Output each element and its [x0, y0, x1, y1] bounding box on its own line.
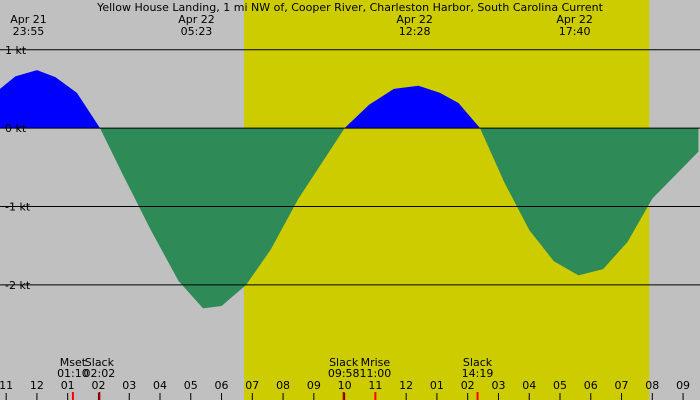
- chart-title: Yellow House Landing, 1 mi NW of, Cooper…: [96, 1, 603, 14]
- peak-time: 05:23: [181, 25, 213, 38]
- x-tick-label: 02: [461, 379, 475, 392]
- x-tick-label: 08: [276, 379, 290, 392]
- x-tick-label: 11: [368, 379, 382, 392]
- event-time: 11:00: [360, 367, 392, 380]
- x-tick-label: 10: [338, 379, 352, 392]
- x-tick-label: 02: [91, 379, 105, 392]
- peak-time: 12:28: [399, 25, 431, 38]
- flood-area: [0, 70, 480, 129]
- peak-date: Apr 22: [178, 13, 215, 26]
- x-tick-label: 09: [676, 379, 690, 392]
- peak-date: Apr 21: [10, 13, 47, 26]
- y-tick-label: 1 kt: [5, 44, 27, 57]
- x-tick-label: 03: [122, 379, 136, 392]
- x-tick-label: 04: [522, 379, 536, 392]
- x-tick-label: 01: [430, 379, 444, 392]
- event-name: Mset: [60, 356, 87, 369]
- x-tick-label: 04: [153, 379, 167, 392]
- x-tick-label: 05: [184, 379, 198, 392]
- ebb-area: [0, 128, 699, 309]
- x-tick-label: 09: [307, 379, 321, 392]
- x-tick-label: 06: [584, 379, 598, 392]
- plot: [0, 70, 699, 309]
- x-tick-label: 05: [553, 379, 567, 392]
- peak-time: 23:55: [13, 25, 45, 38]
- event-name: Slack: [463, 356, 493, 369]
- x-tick-label: 12: [30, 379, 44, 392]
- x-tick-label: 08: [645, 379, 659, 392]
- event-time: 14:19: [462, 367, 494, 380]
- x-tick-label: 07: [615, 379, 629, 392]
- x-tick-label: 12: [399, 379, 413, 392]
- peak-time: 17:40: [559, 25, 591, 38]
- event-name: Slack: [329, 356, 359, 369]
- event-name: Mrise: [361, 356, 391, 369]
- event-time: 01:10: [57, 367, 89, 380]
- x-tick-label: 11: [0, 379, 13, 392]
- y-tick-label: -1 kt: [5, 200, 31, 213]
- x-tick-label: 01: [61, 379, 75, 392]
- event-time: 09:58: [328, 367, 360, 380]
- peak-date: Apr 22: [556, 13, 593, 26]
- event-time: 02:02: [84, 367, 116, 380]
- x-tick-label: 06: [215, 379, 229, 392]
- event-name: Slack: [85, 356, 115, 369]
- x-tick-label: 03: [491, 379, 505, 392]
- peak-date: Apr 22: [396, 13, 433, 26]
- y-tick-label: 0 kt: [5, 122, 27, 135]
- x-tick-label: 07: [245, 379, 259, 392]
- y-tick-label: -2 kt: [5, 279, 31, 292]
